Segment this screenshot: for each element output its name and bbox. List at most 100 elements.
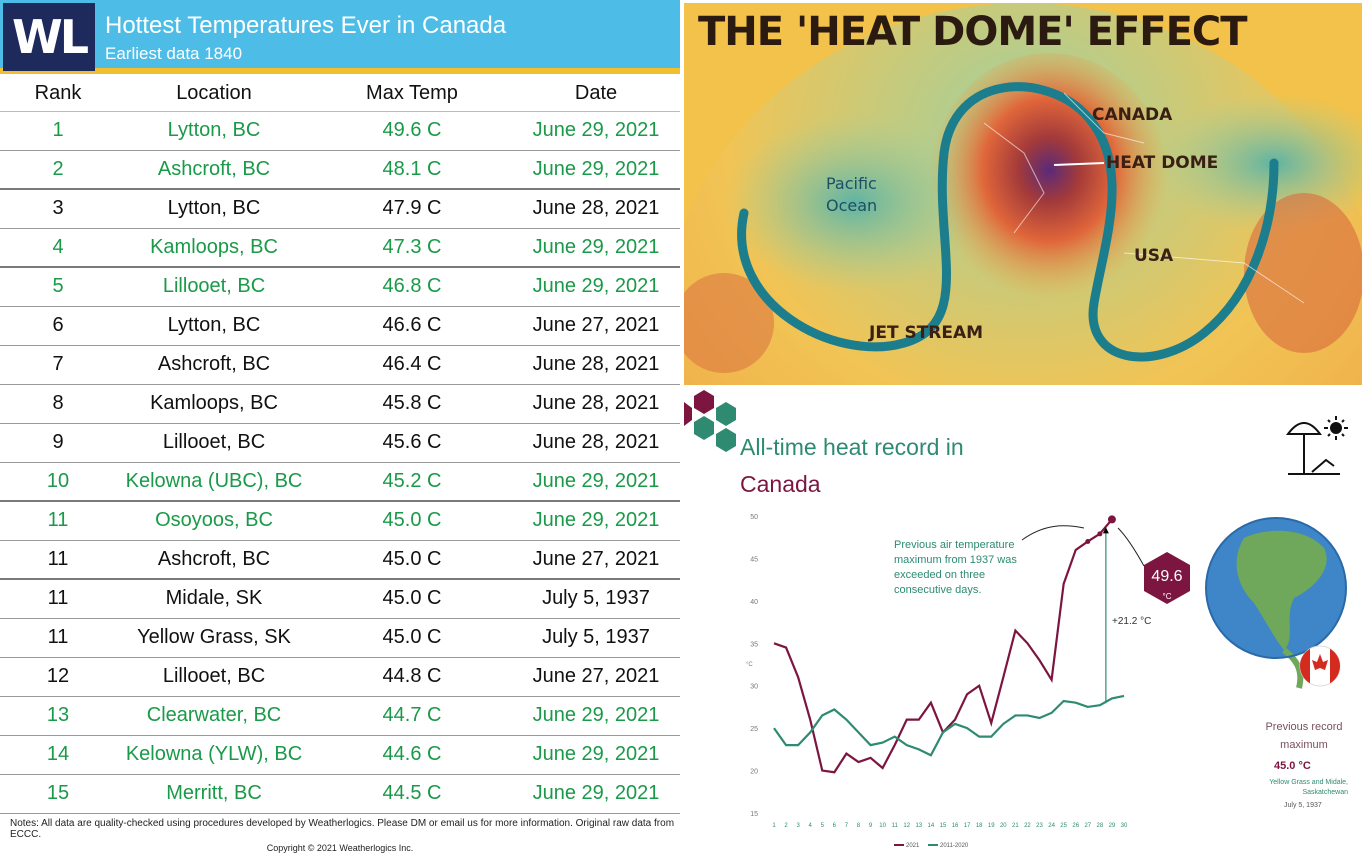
max-temp-cell: 44.5 C <box>382 782 442 804</box>
rank-cell: 11 <box>47 626 69 648</box>
location-cell: Lillooet, BC <box>162 275 266 297</box>
rank-cell: 11 <box>47 509 69 531</box>
x-tick-label: 30 <box>1121 823 1128 829</box>
date-cell: June 28, 2021 <box>532 431 660 453</box>
max-temp-cell: 46.8 C <box>382 275 442 297</box>
record-badge-hexagon <box>1144 552 1190 604</box>
heat-dome-title: THE 'HEAT DOME' EFFECT <box>698 9 1248 55</box>
x-tick-label: 14 <box>928 823 935 829</box>
label-canada: CANADA <box>1092 105 1173 125</box>
date-cell: June 29, 2021 <box>532 119 660 141</box>
date-cell: June 28, 2021 <box>532 392 660 414</box>
table-row: 10 Kelowna (UBC), BC 45.2 C June 29, 2021 <box>0 463 680 502</box>
label-usa: USA <box>1134 246 1174 266</box>
x-tick-label: 17 <box>964 823 971 829</box>
rank-cell: 14 <box>46 743 70 765</box>
label-heat-dome: HEAT DOME <box>1106 153 1219 173</box>
date-cell: June 29, 2021 <box>532 743 660 765</box>
y-tick-label: 25 <box>750 726 758 733</box>
legend-label-2011-2020: 2011-2020 <box>940 843 969 849</box>
x-tick-label: 4 <box>809 823 813 829</box>
location-cell: Merritt, BC <box>166 782 262 804</box>
previous-record-location: Yellow Grass and Midale, Saskatchewan <box>1269 779 1348 796</box>
x-tick-label: 16 <box>952 823 959 829</box>
record-title-line1: All-time heat record in <box>740 434 964 460</box>
max-temp-cell: 45.2 C <box>382 470 442 492</box>
previous-record-value: 45.0 °C <box>1274 760 1311 772</box>
date-cell: June 29, 2021 <box>532 470 660 492</box>
max-temp-cell: 45.8 C <box>382 392 442 414</box>
max-temp-cell: 47.9 C <box>382 197 442 219</box>
date-cell: June 28, 2021 <box>532 197 660 219</box>
table-row: 7 Ashcroft, BC 46.4 C June 28, 2021 <box>0 346 680 385</box>
y-tick-label: 50 <box>750 514 758 521</box>
rank-cell: 2 <box>52 158 64 180</box>
x-tick-label: 12 <box>903 823 910 829</box>
location-cell: Lillooet, BC <box>162 665 266 687</box>
heat-record-infographic: 15 20 25 30 35 40 45 50 °C 1 2 3 4 5 6 7 8 9 10 11 12 13 14 15 1… <box>684 388 1362 866</box>
max-temp-cell: 45.0 C <box>382 587 442 609</box>
table-row: 8 Kamloops, BC 45.8 C June 28, 2021 <box>0 385 680 424</box>
x-tick-label: 26 <box>1072 823 1079 829</box>
label-ocean: Ocean <box>826 196 878 215</box>
heat-dome-illustration <box>684 3 1362 385</box>
table-row: 1 Lytton, BC 49.6 C June 29, 2021 <box>0 112 680 151</box>
beach-umbrella-sun-icon <box>1286 416 1348 475</box>
date-cell: June 28, 2021 <box>532 353 660 375</box>
x-tick-label: 6 <box>833 823 837 829</box>
rank-cell: 8 <box>52 392 64 414</box>
max-temp-cell: 44.6 C <box>382 743 442 765</box>
y-tick-label: 45 <box>750 556 758 563</box>
x-tick-label: 1 <box>772 823 776 829</box>
record-delta-label: +21.2 °C <box>1112 616 1152 627</box>
x-tick-label: 24 <box>1048 823 1055 829</box>
x-tick-label: 8 <box>857 823 861 829</box>
location-cell: Kelowna (UBC), BC <box>125 470 303 492</box>
x-tick-label: 7 <box>845 823 849 829</box>
rank-cell: 10 <box>46 470 70 492</box>
table-row: 4 Kamloops, BC 47.3 C June 29, 2021 <box>0 229 680 268</box>
location-cell: Ashcroft, BC <box>157 353 271 375</box>
x-tick-label: 18 <box>976 823 983 829</box>
location-cell: Lytton, BC <box>167 197 261 219</box>
location-cell: Kamloops, BC <box>150 236 278 258</box>
table-body: 1 Lytton, BC 49.6 C June 29, 2021 2 Ashcroft,… <box>0 112 680 814</box>
x-tick-label: 5 <box>821 823 825 829</box>
table-column-headers: Rank Location Max Temp Date <box>0 76 680 112</box>
x-tick-label: 29 <box>1109 823 1116 829</box>
x-tick-label: 13 <box>915 823 922 829</box>
rank-cell: 4 <box>52 236 64 258</box>
table-row: 9 Lillooet, BC 45.6 C June 28, 2021 <box>0 424 680 463</box>
x-tick-label: 28 <box>1097 823 1104 829</box>
max-temp-cell: 44.7 C <box>382 704 442 726</box>
max-temp-cell: 45.0 C <box>382 548 442 570</box>
weatherlogics-logo: WL <box>3 3 95 71</box>
record-badge-unit: °C <box>1162 592 1172 601</box>
rank-cell: 11 <box>47 587 69 609</box>
location-cell: Kamloops, BC <box>150 392 278 414</box>
x-tick-label: 27 <box>1084 823 1091 829</box>
globe-icon <box>1205 517 1347 689</box>
table-title: Hottest Temperatures Ever in Canada <box>105 12 507 39</box>
label-jet-stream: JET STREAM <box>869 323 984 343</box>
x-tick-label: 20 <box>1000 823 1007 829</box>
table-header-bar: WL Hottest Temperatures Ever in Canada E… <box>0 0 680 74</box>
table-row: 13 Clearwater, BC 44.7 C June 29, 2021 <box>0 697 680 736</box>
badge-arrow <box>1117 527 1145 567</box>
date-cell: July 5, 1937 <box>542 626 650 648</box>
table-row: 11 Yellow Grass, SK 45.0 C July 5, 1937 <box>0 619 680 658</box>
max-temp-cell: 46.4 C <box>382 353 442 375</box>
x-tick-label: 11 <box>892 823 899 829</box>
y-tick-label: 20 <box>750 769 758 776</box>
column-header-max-temp: Max Temp <box>366 82 458 104</box>
label-pacific: Pacific <box>826 174 877 193</box>
y-tick-label: 40 <box>750 599 758 606</box>
location-cell: Clearwater, BC <box>146 704 282 726</box>
column-header-rank: Rank <box>34 82 82 104</box>
y-axis-label: °C <box>746 662 753 668</box>
delta-arrow-up <box>1102 527 1109 534</box>
rank-cell: 1 <box>52 119 64 141</box>
record-badge-value: 49.6 <box>1151 568 1183 585</box>
record-point <box>1107 515 1116 524</box>
max-temp-cell: 46.6 C <box>382 314 442 336</box>
